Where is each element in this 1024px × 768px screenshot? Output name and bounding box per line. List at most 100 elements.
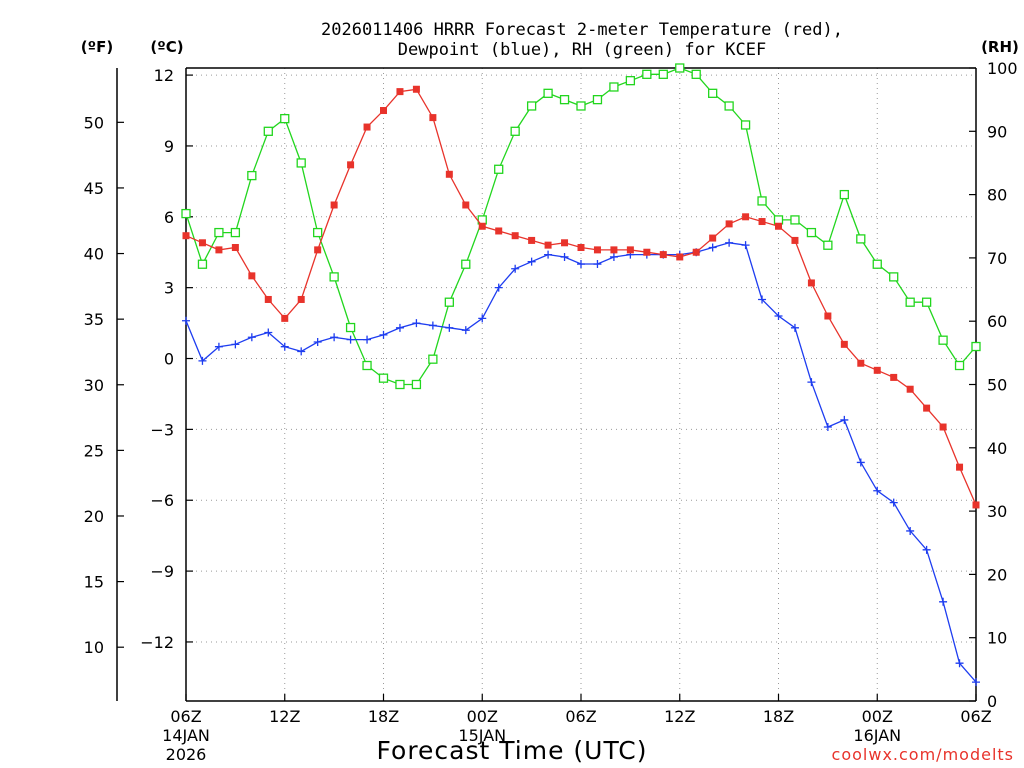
rh-point (329, 272, 339, 282)
rh-point (345, 322, 356, 333)
temperature-point (873, 366, 881, 374)
rh-point (954, 360, 965, 371)
temperature-point (396, 88, 404, 96)
temperature-point (478, 222, 486, 230)
rh-point (280, 113, 290, 124)
rh-point (494, 164, 504, 174)
dewpoint-point (725, 238, 734, 247)
dewpoint-point (609, 252, 618, 261)
temperature-point (511, 232, 519, 240)
dewpoint-point (856, 458, 865, 467)
dewpoint-point (544, 250, 553, 259)
rh-tick-label: 10 (987, 629, 1007, 648)
time-tick-label: 00Z (862, 707, 893, 726)
temperature-point (659, 251, 667, 259)
rh-point (790, 215, 800, 225)
dewpoint-point (280, 342, 289, 351)
celsius-tick-label: −3 (150, 420, 174, 439)
dewpoint-point (906, 526, 915, 535)
rh-point (740, 120, 751, 130)
temperature-point (610, 246, 618, 254)
celsius-unit-label: (ºC) (150, 38, 183, 56)
rh-point (428, 354, 438, 364)
celsius-tick-label: 6 (164, 208, 174, 227)
date-label: 14JAN (162, 726, 210, 745)
celsius-tick-label: −12 (140, 633, 174, 652)
rh-point (856, 234, 866, 244)
temperature-point (758, 218, 766, 226)
temperature-point (775, 222, 782, 230)
rh-tick-label: 0 (987, 692, 997, 711)
temperature-point (692, 248, 700, 256)
rh-point (806, 227, 817, 238)
rh-point (724, 101, 734, 111)
dewpoint-point (214, 342, 223, 351)
rh-line (185, 67, 977, 386)
rh-tick-label: 70 (987, 249, 1007, 268)
temperature-point (890, 373, 898, 381)
year-label: 2026 (166, 745, 207, 764)
time-tick-label: 06Z (960, 707, 991, 726)
temperature-point (643, 248, 651, 256)
fahrenheit-tick-label: 40 (84, 245, 104, 264)
rh-point (411, 379, 422, 390)
rh-point (230, 227, 241, 238)
temperature-point (198, 239, 206, 247)
rh-point (675, 63, 685, 73)
rh-point (642, 69, 652, 79)
rh-point (971, 341, 981, 352)
dewpoint-point (873, 486, 882, 495)
dewpoint-point (247, 333, 256, 342)
rh-point (708, 88, 718, 98)
dewpoint-point (461, 326, 470, 335)
dewpoint-point (922, 545, 931, 554)
rh-tick-label: 40 (987, 439, 1007, 458)
dewpoint-point (478, 314, 487, 323)
temperature-point (462, 201, 470, 209)
dewpoint-point (758, 295, 767, 304)
temperature-point (561, 239, 569, 247)
dewpoint-point (395, 323, 404, 332)
series-dewpoint (182, 238, 980, 687)
credit-text: coolwx.com/modelts (832, 745, 1014, 764)
time-tick-label: 12Z (269, 707, 300, 726)
dewpoint-point (840, 415, 849, 424)
dewpoint-point (889, 498, 898, 507)
temperature-point (412, 85, 420, 93)
time-tick-label: 18Z (763, 707, 794, 726)
dewpoint-point (955, 659, 964, 668)
dewpoint-point (494, 283, 503, 292)
temperature-point (791, 236, 799, 244)
celsius-tick-label: −9 (150, 562, 174, 581)
dewpoint-point (774, 312, 783, 321)
rh-point (773, 215, 784, 225)
date-label: 15JAN (458, 726, 506, 745)
dewpoint-point (939, 597, 948, 606)
rh-tick-label: 50 (987, 376, 1007, 395)
x-axis-label: Forecast Time (UTC) (377, 736, 648, 765)
rh-point (197, 259, 208, 269)
fahrenheit-tick-label: 45 (84, 179, 104, 198)
dewpoint-point (823, 423, 832, 432)
dewpoint-point (231, 340, 240, 349)
rh-point (576, 101, 586, 111)
rh-point (247, 170, 257, 181)
rh-point (658, 69, 668, 79)
dewpoint-point (313, 337, 322, 346)
temperature-point (231, 244, 239, 252)
dewpoint-point (297, 347, 306, 356)
fahrenheit-tick-label: 50 (84, 113, 104, 132)
dewpoint-point (412, 319, 421, 328)
temperature-point (807, 279, 815, 287)
celsius-axis: 12 9 6 3 0 −3 −6 −9 −12 (140, 66, 193, 652)
rh-unit-label: (RH) (981, 38, 1019, 56)
fahrenheit-tick-label: 15 (84, 573, 104, 592)
rh-point (263, 126, 273, 136)
dewpoint-point (577, 260, 585, 269)
data-series (181, 63, 981, 687)
temperature-point (380, 107, 387, 115)
celsius-tick-label: 0 (164, 350, 174, 369)
